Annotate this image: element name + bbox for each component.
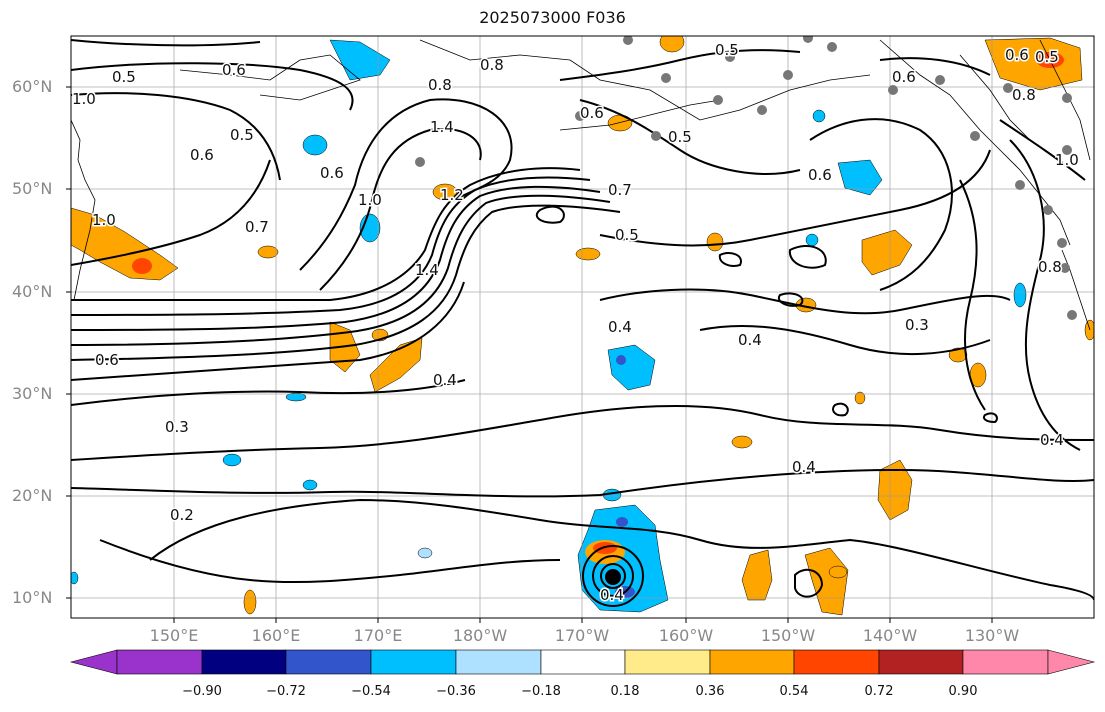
lat-label: 10°N (12, 588, 53, 607)
contour-label: 1.2 (440, 186, 464, 204)
contour-label: 0.5 (1035, 48, 1059, 66)
contour-label: 0.6 (320, 164, 344, 182)
colorbar-tick: 0.36 (695, 684, 725, 699)
gridlines (71, 36, 1094, 618)
lon-label: 160°W (658, 626, 714, 645)
lat-label: 60°N (12, 77, 53, 96)
contour-label: 1.0 (92, 211, 116, 229)
contour-label: 0.7 (608, 181, 632, 199)
contour-label: 0.6 (95, 351, 119, 369)
colorbar-tick: −0.18 (521, 684, 561, 699)
lat-label: 40°N (12, 282, 53, 301)
contour-label: 0.5 (112, 68, 136, 86)
colorbar-tick: −0.72 (266, 684, 306, 699)
contour-label: 1.0 (1055, 151, 1079, 169)
contour-label: 0.5 (615, 226, 639, 244)
colorbar-tick: 0.18 (610, 684, 640, 699)
lon-label: 140°W (862, 626, 918, 645)
contour-label: 0.2 (170, 506, 194, 524)
contour-label: 0.8 (1012, 86, 1036, 104)
colorbar-tick: 0.54 (779, 684, 809, 699)
contour-label: 1.4 (430, 118, 454, 136)
colorbar (69, 649, 1096, 675)
lon-label: 150°W (760, 626, 816, 645)
cyclone-contours (582, 545, 644, 607)
lon-label: 180°W (452, 626, 508, 645)
map-area (71, 36, 1094, 618)
contour-label: 0.4 (738, 331, 762, 349)
lon-label: 150°E (149, 626, 199, 645)
colorbar-tick: −0.54 (351, 684, 391, 699)
contour-label: 1.0 (72, 90, 96, 108)
contour-label: 0.8 (428, 76, 452, 94)
contour-label: 0.6 (808, 166, 832, 184)
contour-label: 0.3 (165, 418, 189, 436)
contour-label: 0.4 (792, 458, 816, 476)
colorbar-tick: 0.90 (948, 684, 978, 699)
contour-lines (71, 39, 1094, 601)
contour-label: 0.6 (892, 68, 916, 86)
axis-ticks (66, 86, 993, 623)
contour-label: 0.4 (433, 371, 457, 389)
colorbar-tick: −0.90 (182, 684, 222, 699)
lon-label: 170°E (353, 626, 403, 645)
contour-label: 0.3 (905, 316, 929, 334)
colorbar-extend-high (1047, 649, 1096, 675)
lat-label: 50°N (12, 179, 53, 198)
lon-label: 160°E (251, 626, 301, 645)
lon-label: 130°W (964, 626, 1020, 645)
colorbar-tick: 0.72 (864, 684, 894, 699)
contour-label: 0.6 (190, 146, 214, 164)
colorbar-tick: −0.36 (436, 684, 476, 699)
contour-label: 0.6 (1005, 46, 1029, 64)
contour-label: 1.0 (358, 191, 382, 209)
contour-label-layer: 0.5 0.6 0.8 1.4 0.5 0.6 0.8 0.6 0.5 0.7 … (71, 40, 1080, 606)
contour-label: 0.7 (245, 218, 269, 236)
contour-label: 0.6 (580, 104, 604, 122)
map-title: 2025073000 F036 (479, 8, 626, 27)
contour-label: 0.4 (600, 586, 624, 604)
contour-label: 0.5 (668, 128, 692, 146)
contour-label: 0.5 (230, 126, 254, 144)
contour-label: 0.6 (222, 61, 246, 79)
coastlines (71, 39, 1091, 331)
contour-label: 1.4 (415, 261, 439, 279)
station-dots (415, 36, 1077, 320)
lat-label: 30°N (12, 384, 53, 403)
contour-label: 0.8 (1038, 258, 1062, 276)
contour-label: 0.8 (480, 56, 504, 74)
colorbar-extend-low (69, 649, 118, 675)
lon-label: 170°W (554, 626, 610, 645)
contour-label: 0.5 (715, 41, 739, 59)
contour-label: 0.4 (608, 318, 632, 336)
lat-label: 20°N (12, 486, 53, 505)
contour-label: 0.4 (1040, 431, 1064, 449)
